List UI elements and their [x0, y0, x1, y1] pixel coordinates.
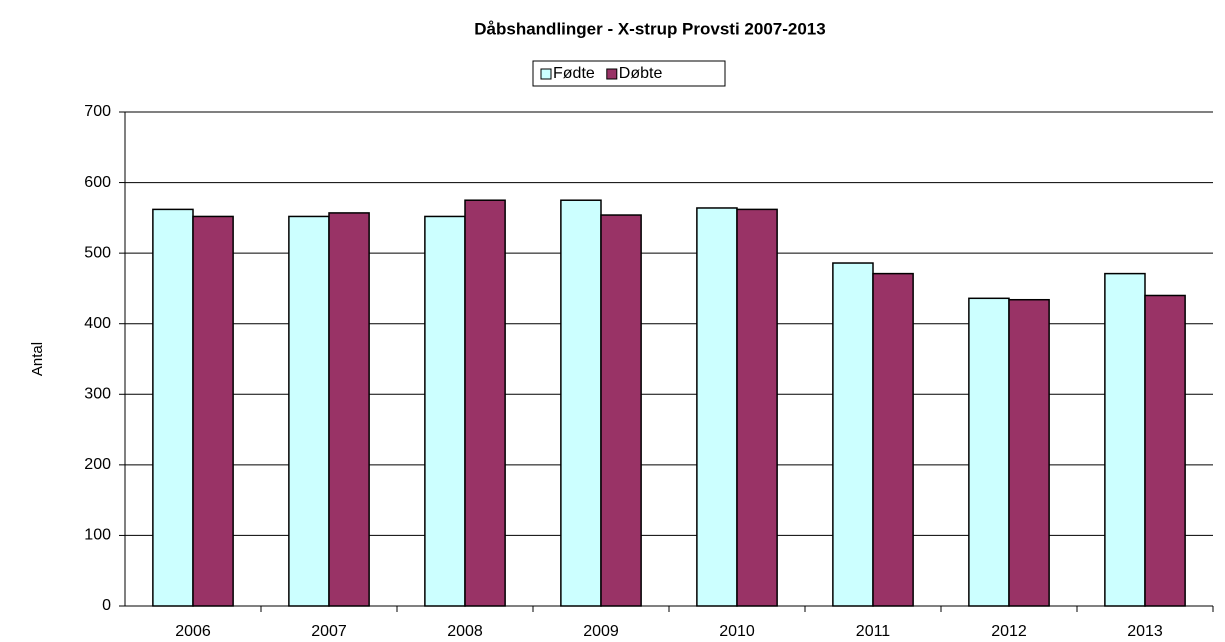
bar [968, 297, 1010, 607]
bar [1144, 294, 1186, 607]
y-tick-label: 500 [84, 244, 111, 261]
y-tick-label: 600 [84, 174, 111, 191]
bar [1104, 272, 1146, 607]
legend-label: Fødte [553, 65, 595, 82]
x-tick-label: 2009 [583, 623, 619, 640]
bar [424, 215, 466, 607]
x-tick-label: 2011 [856, 623, 891, 640]
bar [872, 272, 914, 607]
bar [288, 215, 330, 607]
legend-box [532, 60, 726, 87]
chart-title: Dåbshandlinger - X-strup Provsti 2007-20… [474, 19, 825, 38]
legend-swatch [540, 68, 552, 80]
x-tick-label: 2007 [311, 623, 347, 640]
bar [600, 214, 642, 607]
bar [736, 208, 778, 607]
x-tick-label: 2010 [719, 623, 755, 640]
bar [192, 215, 234, 607]
y-tick-label: 200 [84, 456, 111, 473]
y-tick-label: 400 [84, 315, 111, 332]
bar [560, 199, 602, 607]
x-tick-label: 2008 [447, 623, 483, 640]
y-tick-label: 100 [84, 527, 111, 544]
y-tick-label: 700 [84, 103, 111, 120]
bar [696, 207, 738, 607]
bar [832, 262, 874, 607]
y-axis-label: Antal [29, 342, 46, 376]
bar [1008, 298, 1050, 607]
x-tick-label: 2006 [175, 623, 211, 640]
legend-label: Døbte [619, 65, 663, 82]
y-tick-label: 300 [84, 386, 111, 403]
bar [152, 208, 194, 607]
x-tick-label: 2013 [1127, 623, 1163, 640]
bar [464, 199, 506, 607]
y-tick-label: 0 [102, 597, 111, 614]
bar [328, 212, 370, 607]
x-tick-label: 2012 [991, 623, 1027, 640]
legend-swatch [606, 68, 618, 80]
